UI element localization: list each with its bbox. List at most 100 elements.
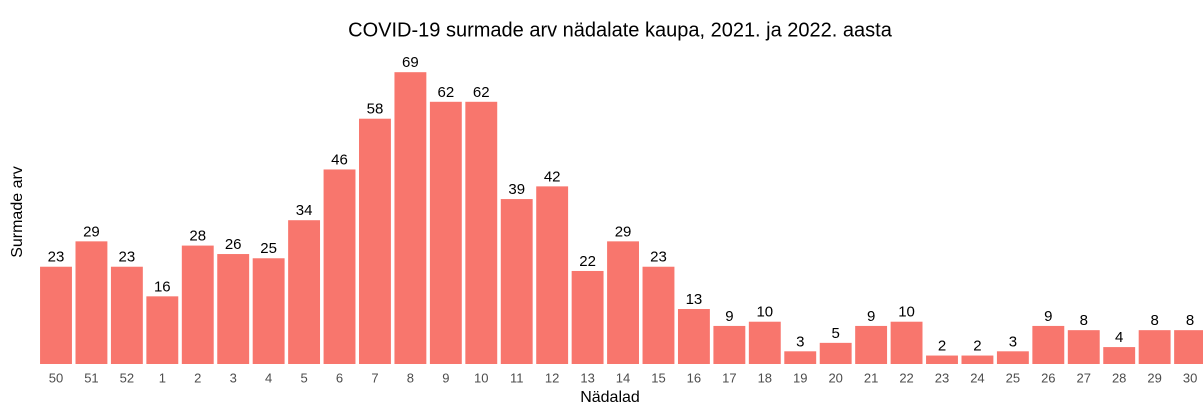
value-label: 29 xyxy=(83,223,100,240)
value-label: 8 xyxy=(1150,312,1158,329)
x-tick-label: 28 xyxy=(1112,370,1126,385)
bar xyxy=(40,266,72,364)
x-tick-label: 21 xyxy=(864,370,878,385)
bar xyxy=(429,101,462,365)
value-label: 58 xyxy=(367,101,384,118)
value-label: 2 xyxy=(938,338,946,355)
x-tick-label: 4 xyxy=(265,370,272,385)
bar xyxy=(607,241,639,364)
x-tick-label: 50 xyxy=(49,370,63,385)
x-tick-label: 17 xyxy=(722,370,736,385)
bar xyxy=(500,199,533,364)
bar xyxy=(110,266,143,364)
value-label: 23 xyxy=(650,249,667,266)
x-tick-label: 15 xyxy=(651,370,665,385)
x-tick-label: 22 xyxy=(899,370,913,385)
value-label: 39 xyxy=(508,181,525,198)
bar xyxy=(996,351,1029,364)
value-label: 62 xyxy=(437,84,454,101)
x-tick-label: 8 xyxy=(407,370,414,385)
bar xyxy=(75,241,108,364)
x-tick-label: 25 xyxy=(1006,370,1020,385)
value-label: 23 xyxy=(119,249,136,266)
value-label: 13 xyxy=(686,291,703,308)
bar xyxy=(252,258,285,364)
bar xyxy=(465,101,498,365)
bar xyxy=(359,118,391,364)
value-label: 34 xyxy=(296,202,313,219)
x-tick-label: 3 xyxy=(230,370,237,385)
x-tick-label: 16 xyxy=(687,370,701,385)
value-label: 46 xyxy=(331,151,348,168)
value-label: 29 xyxy=(615,223,632,240)
y-axis-title: Surmade arv xyxy=(9,166,26,258)
value-label: 10 xyxy=(756,304,773,321)
x-tick-label: 20 xyxy=(828,370,842,385)
value-label: 16 xyxy=(154,278,171,295)
bar xyxy=(713,325,746,364)
bar xyxy=(323,169,356,364)
bar xyxy=(748,321,781,364)
value-label: 8 xyxy=(1080,312,1088,329)
x-tick-label: 12 xyxy=(545,370,559,385)
value-label: 3 xyxy=(1009,333,1017,350)
x-axis-title: Nädalad xyxy=(580,389,640,406)
x-tick-label: 10 xyxy=(474,370,488,385)
bar xyxy=(146,296,179,364)
bar xyxy=(1174,330,1203,364)
bar xyxy=(394,72,427,364)
value-label: 69 xyxy=(402,54,419,71)
value-label: 3 xyxy=(796,333,804,350)
bar xyxy=(181,245,214,364)
value-label: 9 xyxy=(725,308,733,325)
x-tick-label: 9 xyxy=(442,370,449,385)
value-label: 22 xyxy=(579,253,596,270)
bar xyxy=(1138,330,1171,364)
x-tick-label: 27 xyxy=(1077,370,1091,385)
bar xyxy=(1103,347,1136,364)
bar xyxy=(1032,325,1065,364)
value-label: 5 xyxy=(832,325,840,342)
x-tick-label: 11 xyxy=(510,370,524,385)
value-label: 62 xyxy=(473,84,490,101)
x-tick-label: 26 xyxy=(1041,370,1055,385)
x-tick-label: 51 xyxy=(84,370,98,385)
bar xyxy=(855,325,888,364)
bar xyxy=(926,355,958,364)
bar xyxy=(288,220,321,364)
bar xyxy=(571,270,604,364)
value-label: 10 xyxy=(898,304,915,321)
value-label: 42 xyxy=(544,168,561,185)
value-label: 25 xyxy=(260,240,277,257)
bar xyxy=(677,309,710,364)
bar xyxy=(536,186,569,364)
value-label: 8 xyxy=(1186,312,1194,329)
x-tick-label: 2 xyxy=(194,370,201,385)
value-label: 2 xyxy=(973,338,981,355)
x-tick-label: 6 xyxy=(336,370,343,385)
value-label: 9 xyxy=(1044,308,1052,325)
bar xyxy=(784,351,817,364)
x-tick-label: 13 xyxy=(580,370,594,385)
x-tick-label: 29 xyxy=(1147,370,1161,385)
bar xyxy=(961,355,994,364)
x-tick-label: 23 xyxy=(935,370,949,385)
x-tick-label: 19 xyxy=(793,370,807,385)
value-label: 9 xyxy=(867,308,875,325)
x-tick-label: 7 xyxy=(371,370,378,385)
x-tick-label: 18 xyxy=(758,370,772,385)
bar xyxy=(217,254,250,364)
x-tick-label: 14 xyxy=(616,370,630,385)
x-tick-label: 52 xyxy=(120,370,134,385)
x-tick-label: 5 xyxy=(300,370,307,385)
value-label: 28 xyxy=(189,228,206,245)
value-label: 4 xyxy=(1115,329,1123,346)
bar xyxy=(819,342,852,364)
bar xyxy=(1067,330,1100,364)
value-label: 23 xyxy=(48,249,65,266)
x-tick-label: 24 xyxy=(970,370,984,385)
chart-title: COVID-19 surmade arv nädalate kaupa, 202… xyxy=(348,19,893,41)
value-label: 26 xyxy=(225,236,242,253)
x-tick-label: 1 xyxy=(159,370,166,385)
